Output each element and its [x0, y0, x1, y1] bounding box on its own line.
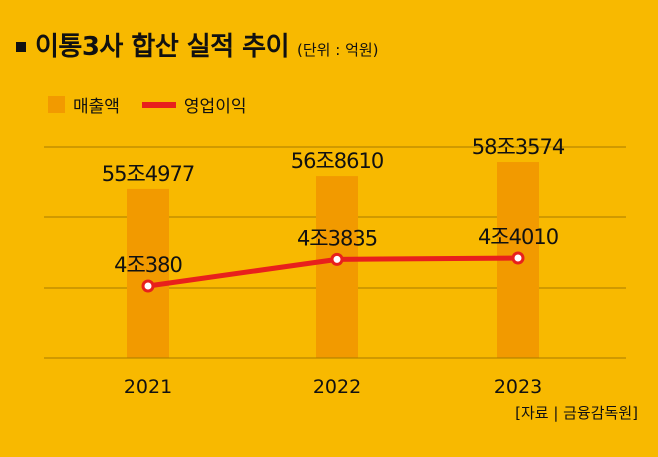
- line-value-label: 4조3835: [297, 226, 377, 250]
- bar-value-label: 56조8610: [291, 149, 384, 173]
- line-point-2021: [141, 279, 155, 293]
- legend-bar-label: 매출액: [73, 97, 120, 117]
- x-tick-label: 2022: [313, 376, 361, 398]
- unit-label: (단위 : 억원): [297, 41, 379, 59]
- bar-value-label: 58조3574: [472, 135, 565, 159]
- title-marker-icon: [16, 42, 26, 52]
- line-value-label: 4조380: [114, 253, 182, 277]
- x-tick-label: 2021: [124, 376, 172, 398]
- title-row: 이통3사 합산 실적 추이 (단위 : 억원): [16, 26, 379, 63]
- line-point-2023: [511, 251, 525, 265]
- bar-2021: [127, 188, 169, 358]
- bar-value-label: 55조4977: [102, 162, 195, 186]
- bar-2022: [316, 176, 358, 358]
- line-point-2022: [330, 252, 344, 266]
- legend: 매출액 영업이익: [48, 92, 246, 117]
- legend-bar-swatch: [48, 96, 65, 113]
- x-tick-label: 2023: [494, 376, 542, 398]
- chart-title: 이통3사 합산 실적 추이: [35, 32, 290, 62]
- legend-line-label: 영업이익: [183, 97, 247, 117]
- legend-line-swatch: [141, 101, 176, 108]
- source-note: [자료 | 금융감독원]: [515, 404, 638, 422]
- line-value-label: 4조4010: [478, 225, 558, 249]
